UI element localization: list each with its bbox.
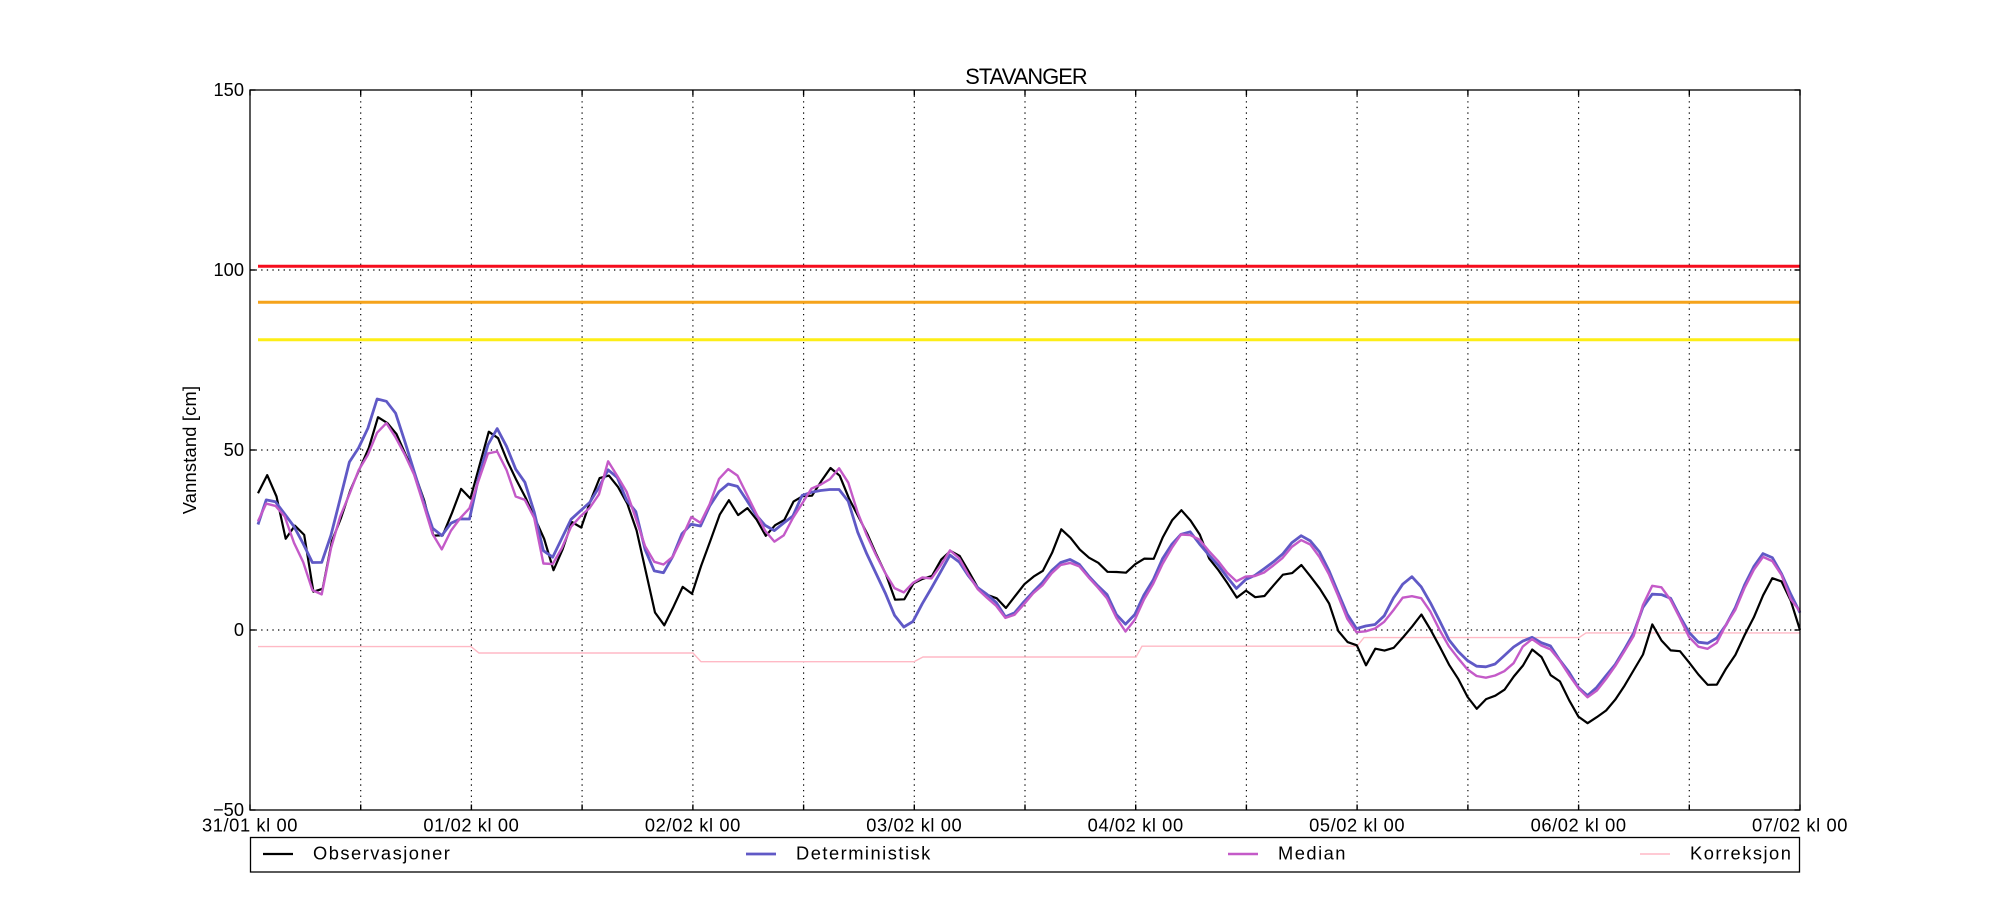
svg-text:04/02 kl 00: 04/02 kl 00 — [1088, 814, 1184, 835]
svg-text:Deterministisk: Deterministisk — [796, 842, 932, 863]
svg-text:STAVANGER: STAVANGER — [965, 64, 1087, 89]
svg-text:01/02 kl 00: 01/02 kl 00 — [423, 814, 519, 835]
svg-text:Observasjoner: Observasjoner — [313, 842, 451, 863]
svg-text:Median: Median — [1278, 842, 1347, 863]
svg-text:0: 0 — [234, 619, 244, 640]
svg-text:Korreksjon: Korreksjon — [1690, 842, 1792, 863]
svg-text:31/01 kl 00: 31/01 kl 00 — [202, 814, 298, 835]
svg-text:100: 100 — [213, 259, 244, 280]
svg-text:07/02 kl 00: 07/02 kl 00 — [1752, 814, 1848, 835]
svg-text:05/02 kl 00: 05/02 kl 00 — [1309, 814, 1405, 835]
svg-text:150: 150 — [213, 79, 244, 100]
svg-text:02/02 kl 00: 02/02 kl 00 — [645, 814, 741, 835]
svg-text:03/02 kl 00: 03/02 kl 00 — [866, 814, 962, 835]
svg-text:06/02 kl 00: 06/02 kl 00 — [1531, 814, 1627, 835]
svg-text:−50: −50 — [213, 799, 244, 820]
svg-text:Vannstand [cm]: Vannstand [cm] — [179, 386, 200, 514]
svg-text:50: 50 — [224, 439, 244, 460]
